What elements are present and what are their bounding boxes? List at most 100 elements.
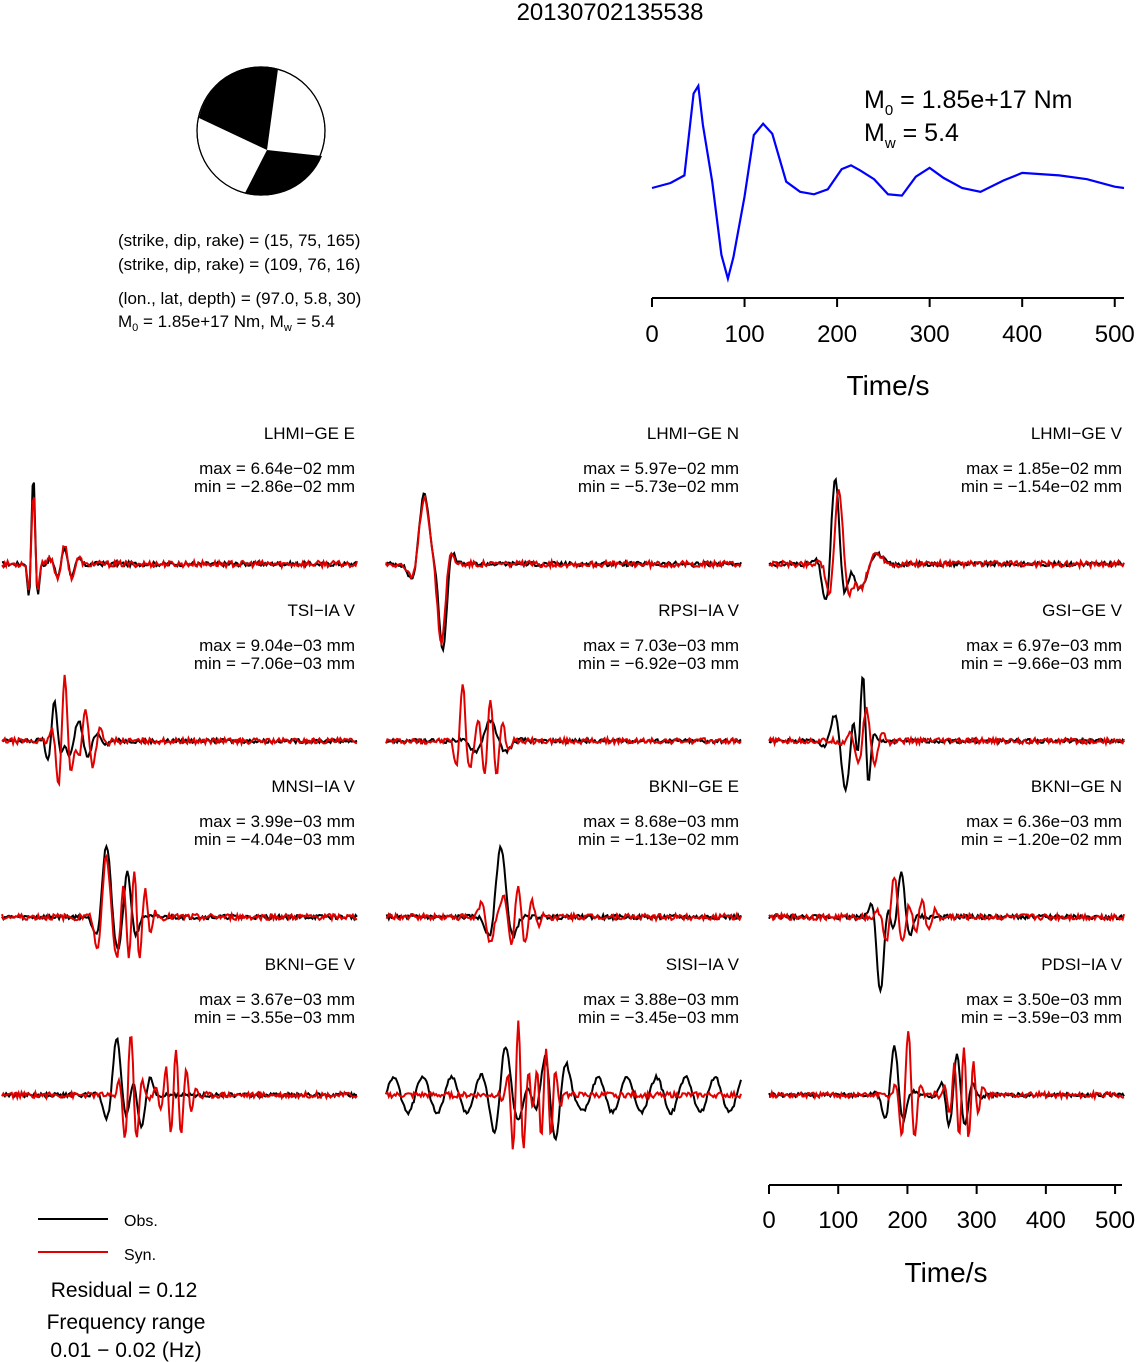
obs-trace xyxy=(385,718,742,755)
syn-trace xyxy=(768,1031,1125,1138)
station-label: LHMI−GE E xyxy=(264,424,355,443)
station-max: max = 3.99e−03 mm xyxy=(199,812,355,831)
station-min: min = −9.66e−03 mm xyxy=(961,654,1122,673)
stf-panel: M0 = 1.85e+17 Nm Mw = 5.4 0 100 200 300 400 5… xyxy=(645,82,1135,401)
station-min: min = −1.54e−02 mm xyxy=(961,477,1122,496)
station-min: min = −3.55e−03 mm xyxy=(194,1008,355,1027)
syn-trace xyxy=(768,706,1125,769)
station-max: max = 6.97e−03 mm xyxy=(966,636,1122,655)
axis-tick-label: 400 xyxy=(1026,1207,1066,1234)
legend: Obs. Syn. xyxy=(38,1213,158,1264)
station-label: BKNI−GE V xyxy=(265,955,356,974)
station-max: max = 7.03e−03 mm xyxy=(583,636,739,655)
station-label: BKNI−GE E xyxy=(649,777,739,796)
syn-trace xyxy=(1,674,358,788)
station-min: min = −5.73e−02 mm xyxy=(578,477,739,496)
station-max: max = 8.68e−03 mm xyxy=(583,812,739,831)
obs-trace xyxy=(1,843,358,950)
station-min: min = −7.06e−03 mm xyxy=(194,654,355,673)
figure-title: 20130702135538 xyxy=(517,0,704,26)
waveform-time-axis: 0 100 200 300 400 500 xyxy=(762,1184,1135,1234)
station-min: min = −1.13e−02 mm xyxy=(578,830,739,849)
mechanism-info: (strike, dip, rake) = (15, 75, 165) (str… xyxy=(118,231,361,334)
station-label: LHMI−GE V xyxy=(1031,424,1123,443)
station-max: max = 6.64e−02 mm xyxy=(199,459,355,478)
beachball-quadrant-se xyxy=(245,150,322,196)
axis-tick-label: 100 xyxy=(818,1207,858,1234)
syn-trace xyxy=(385,1020,742,1150)
station-max: max = 3.88e−03 mm xyxy=(583,990,739,1009)
stf-time-axis: 0 100 200 300 400 500 xyxy=(645,297,1135,348)
station-label: LHMI−GE N xyxy=(647,424,739,443)
station-min: min = −3.45e−03 mm xyxy=(578,1008,739,1027)
axis-tick-label: 200 xyxy=(887,1207,927,1234)
station-label: BKNI−GE N xyxy=(1031,777,1122,796)
legend-syn-label: Syn. xyxy=(124,1247,156,1264)
mechanism-moment: M0 = 1.85e+17 Nm, Mw = 5.4 xyxy=(118,312,335,334)
syn-trace xyxy=(385,494,742,648)
stf-m0-label: M0 = 1.85e+17 Nm xyxy=(864,86,1072,119)
station-min: min = −1.20e−02 mm xyxy=(961,830,1122,849)
syn-trace xyxy=(1,853,358,959)
syn-trace xyxy=(385,684,742,775)
station-max: max = 3.67e−03 mm xyxy=(199,990,355,1009)
beachball-quadrant-nw xyxy=(199,66,278,150)
station-max: max = 5.97e−02 mm xyxy=(583,459,739,478)
station-min: min = −6.92e−03 mm xyxy=(578,654,739,673)
syn-trace xyxy=(768,876,1125,943)
obs-trace xyxy=(768,476,1125,601)
axis-tick-label: 100 xyxy=(725,321,765,348)
stf-mw-label: Mw = 5.4 xyxy=(864,119,959,152)
mechanism-location: (lon., lat, depth) = (97.0, 5.8, 30) xyxy=(118,289,361,308)
frequency-range-value: 0.01 − 0.02 (Hz) xyxy=(50,1339,201,1362)
stf-curve xyxy=(651,82,1125,284)
axis-tick-label: 0 xyxy=(645,321,658,348)
axis-tick-label: 400 xyxy=(1002,321,1042,348)
station-min: min = −4.04e−03 mm xyxy=(194,830,355,849)
axis-tick-label: 500 xyxy=(1095,321,1135,348)
station-label: GSI−GE V xyxy=(1042,601,1122,620)
station-label: SISI−IA V xyxy=(666,955,740,974)
obs-trace xyxy=(768,1045,1125,1130)
axis-tick-label: 300 xyxy=(910,321,950,348)
axis-tick-label: 300 xyxy=(957,1207,997,1234)
station-label: TSI−IA V xyxy=(287,601,355,620)
station-max: max = 1.85e−02 mm xyxy=(966,459,1122,478)
residual-text: Residual = 0.12 xyxy=(51,1279,198,1302)
obs-trace xyxy=(385,843,742,939)
legend-obs-label: Obs. xyxy=(124,1213,158,1230)
station-max: max = 3.50e−03 mm xyxy=(966,990,1122,1009)
frequency-range-label: Frequency range xyxy=(47,1311,206,1334)
station-min: min = −2.86e−02 mm xyxy=(194,477,355,496)
syn-trace xyxy=(768,489,1125,599)
stf-axis-label: Time/s xyxy=(847,370,930,401)
mechanism-plane1: (strike, dip, rake) = (15, 75, 165) xyxy=(118,231,360,250)
axis-tick-label: 0 xyxy=(762,1207,775,1234)
waveform-axis-label: Time/s xyxy=(905,1257,988,1288)
obs-trace xyxy=(1,482,358,596)
station-label: PDSI−IA V xyxy=(1041,955,1122,974)
station-label: MNSI−IA V xyxy=(271,777,355,796)
station-min: min = −3.59e−03 mm xyxy=(961,1008,1122,1027)
obs-trace xyxy=(768,675,1125,794)
station-max: max = 9.04e−03 mm xyxy=(199,636,355,655)
syn-trace xyxy=(1,1035,358,1138)
station-max: max = 6.36e−03 mm xyxy=(966,812,1122,831)
beachball xyxy=(196,66,326,196)
axis-tick-label: 200 xyxy=(817,321,857,348)
syn-trace xyxy=(1,497,358,591)
station-label: RPSI−IA V xyxy=(658,601,739,620)
